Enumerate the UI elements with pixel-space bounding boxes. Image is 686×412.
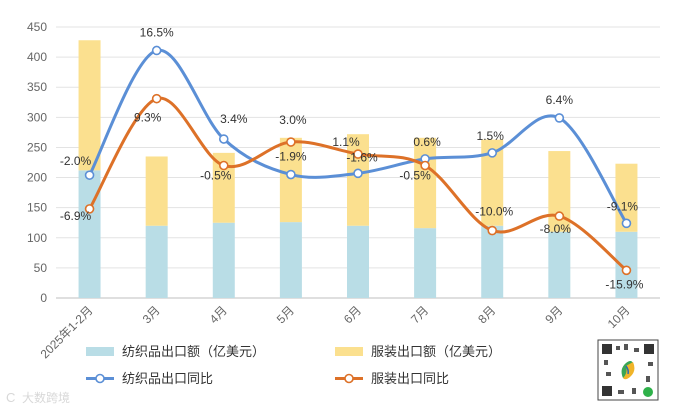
apparel-export-bar <box>279 137 302 223</box>
textile-yoy-point <box>286 169 296 180</box>
apparel-export-bar <box>145 156 168 226</box>
textile-yoy-point <box>487 148 498 158</box>
x-tick-label: 4月 <box>207 303 230 326</box>
textile-yoy-point <box>353 168 363 179</box>
textile-export-bar <box>615 231 638 298</box>
apparel-yoy-label: -8.0% <box>540 222 572 236</box>
apparel-yoy-label: -6.9% <box>60 209 92 223</box>
apparel-yoy-point <box>286 137 296 147</box>
apparel-yoy-label: -0.5% <box>200 169 232 183</box>
textile-export-bar <box>548 231 571 298</box>
textile-yoy-label: 6.4% <box>546 93 574 107</box>
watermark: C 大数跨境 <box>6 390 70 405</box>
apparel-export-bar <box>414 137 437 229</box>
apparel-export-bar <box>347 134 369 226</box>
textile-export-bar <box>414 228 437 298</box>
apparel-export-bar <box>78 40 101 171</box>
x-tick-label: 6月 <box>341 303 364 326</box>
apparel-export-bar <box>548 151 571 232</box>
x-tick-label: 9月 <box>542 303 565 326</box>
apparel-yoy-label: 3.0% <box>279 113 307 127</box>
y-tick-label: 350 <box>27 80 47 94</box>
y-tick-label: 300 <box>27 110 47 124</box>
apparel-yoy-point <box>487 225 498 236</box>
apparel-yoy-label: 9.3% <box>134 111 162 125</box>
qr-code-logo <box>597 339 659 401</box>
textile-export-bar <box>145 225 168 298</box>
legend-marker <box>344 373 354 384</box>
textile-export-bar <box>481 225 504 298</box>
legend-label: 服装出口额（亿美元） <box>371 345 501 360</box>
textile-export-bar <box>212 222 235 298</box>
textile-export-bar <box>279 222 302 298</box>
y-tick-label: 250 <box>27 140 47 154</box>
legend: 纺织品出口额（亿美元） 服装出口额（亿美元） 纺织品出口同比 服装出口同比 <box>86 345 501 387</box>
apparel-yoy-point <box>151 93 162 104</box>
x-tick-label: 7月 <box>408 303 431 326</box>
textile-yoy-label: 3.4% <box>220 112 248 126</box>
textile-yoy-label: -1.6% <box>346 150 378 164</box>
y-tick-label: 200 <box>27 171 47 185</box>
legend-swatch <box>335 347 363 356</box>
bars <box>78 40 638 298</box>
data-labels: -2.0% 16.5% 3.4% -1.9% -1.6% 0.6% 1.5% 6.4% -9.1… <box>60 25 644 291</box>
legend-marker <box>95 373 105 384</box>
y-tick-label: 150 <box>27 201 47 215</box>
legend-label: 纺织品出口同比 <box>122 372 213 387</box>
y-tick-label: 0 <box>40 291 47 305</box>
apparel-yoy-point <box>621 265 632 276</box>
textile-yoy-point <box>621 218 632 229</box>
textile-yoy-label: -2.0% <box>60 154 92 168</box>
legend-label: 纺织品出口额（亿美元） <box>122 345 265 360</box>
apparel-yoy-point <box>84 204 95 214</box>
apparel-yoy-label: -10.0% <box>475 205 513 219</box>
y-tick-label: 100 <box>27 231 47 245</box>
watermark-text: 大数跨境 <box>22 390 70 405</box>
apparel-yoy-point <box>353 149 363 159</box>
textile-yoy-label: 16.5% <box>140 25 174 39</box>
textile-yoy-point <box>84 170 95 180</box>
lines <box>84 45 632 276</box>
y-tick-label: 450 <box>27 20 47 34</box>
y-axis-ticks: 0 50 100 150 200 250 300 350 400 450 <box>27 20 47 305</box>
watermark-logo: C <box>6 390 15 405</box>
legend-swatch <box>86 347 114 356</box>
x-tick-label: 10月 <box>605 303 633 331</box>
apparel-yoy-label: -15.9% <box>605 277 643 291</box>
legend-label: 服装出口同比 <box>371 372 449 387</box>
apparel-export-bar <box>481 139 504 226</box>
textile-yoy-point <box>151 45 162 56</box>
x-tick-label: 8月 <box>475 303 498 326</box>
textile-yoy-label: -9.1% <box>607 199 639 213</box>
textile-yoy-label: -1.9% <box>275 150 307 164</box>
apparel-yoy-point <box>554 211 565 221</box>
apparel-yoy-label: 1.1% <box>332 135 360 149</box>
apparel-yoy-point <box>420 160 430 171</box>
y-tick-label: 400 <box>27 50 47 64</box>
x-tick-label: 5月 <box>274 303 297 326</box>
textile-export-bar <box>78 170 101 298</box>
textile-yoy-label: 0.6% <box>413 135 441 149</box>
textile-yoy-point <box>218 134 229 144</box>
y-tick-label: 50 <box>34 261 48 275</box>
textile-export-bar <box>347 225 369 298</box>
textile-yoy-label: 1.5% <box>477 129 505 143</box>
apparel-export-bar <box>212 152 235 223</box>
textile-yoy-point <box>554 113 565 123</box>
apparel-yoy-label: -0.5% <box>399 169 431 183</box>
apparel-yoy-point <box>218 160 229 171</box>
x-tick-label: 3月 <box>140 303 163 326</box>
